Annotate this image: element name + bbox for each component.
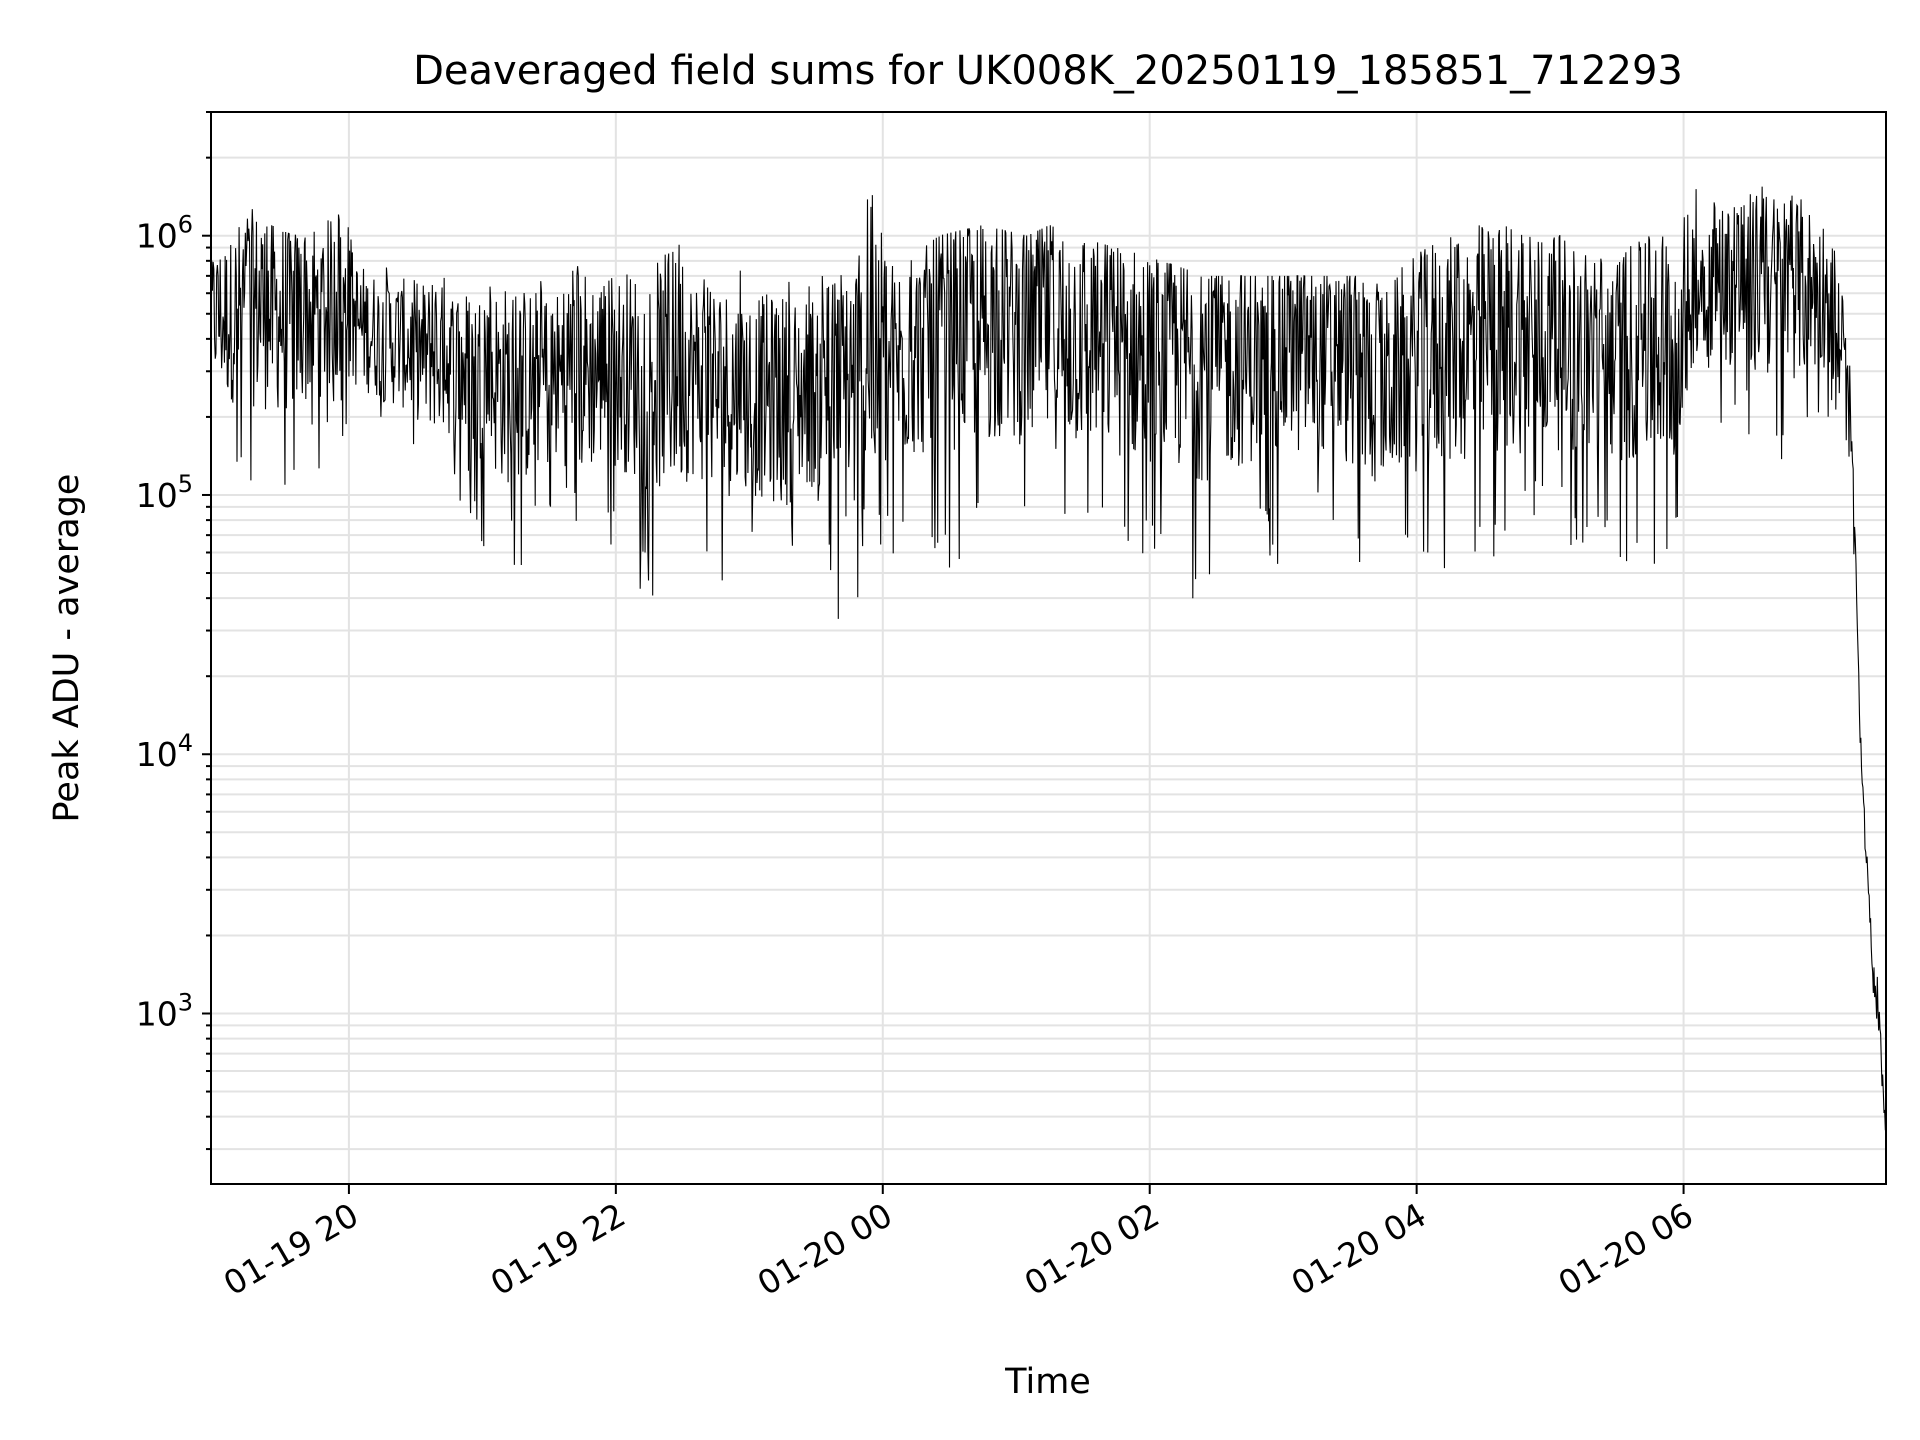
x-axis-label: Time bbox=[1004, 1362, 1091, 1402]
plot-frame bbox=[210, 111, 1887, 1185]
y-tick-label: 104 bbox=[136, 729, 193, 774]
chart-title: Deaveraged field sums for UK008K_2025011… bbox=[413, 48, 1683, 94]
grid bbox=[211, 111, 1886, 1184]
y-tick-label: 103 bbox=[136, 989, 193, 1034]
y-tick-label: 106 bbox=[136, 211, 193, 256]
series-line bbox=[210, 186, 1887, 1132]
y-tick-label: 105 bbox=[136, 470, 193, 515]
series-group bbox=[210, 186, 1887, 1132]
y-axis-label: Peak ADU - average bbox=[47, 474, 87, 823]
